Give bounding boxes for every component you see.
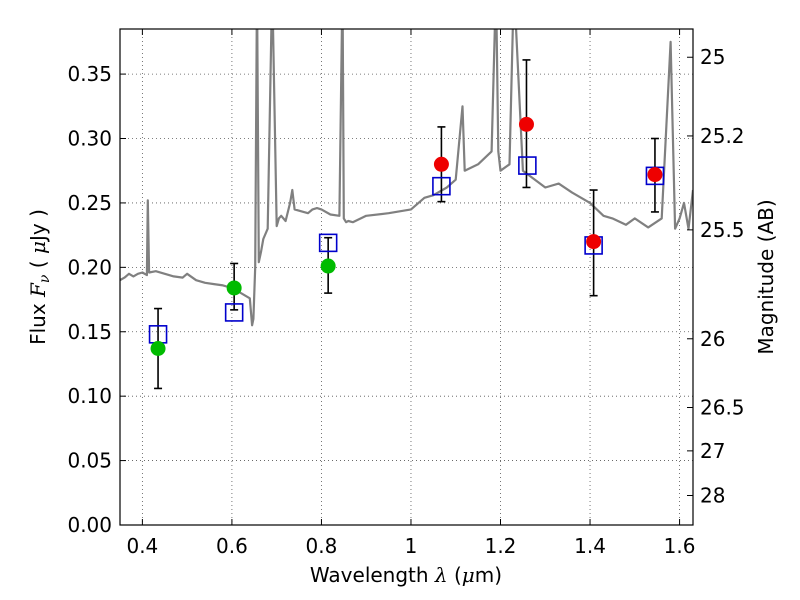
- observed-red-point: [586, 234, 602, 250]
- model-squares: [148, 156, 665, 344]
- plot-frame: [119, 28, 694, 526]
- axis-ticks: 0.4 0.6 0.8 1 1.2 1.4 1.6 0.00 0.05 0.10 0.15 0.20 0…: [67, 29, 745, 558]
- template-spectrum-line: [120, 29, 693, 327]
- y-axis-label: Flux Fν ( μJy ): [26, 209, 53, 345]
- model-synthetic-square: [318, 233, 338, 253]
- y2-tick-label: 25.5: [700, 218, 745, 242]
- y-tick-label: 0.30: [67, 127, 112, 151]
- model-synthetic-square: [432, 176, 451, 196]
- y-tick-label: 0.05: [67, 449, 112, 473]
- y2-axis-label: Magnitude (AB): [754, 199, 778, 354]
- observed-dots: [150, 116, 663, 357]
- x-tick-label: 0.4: [126, 534, 158, 558]
- model-synthetic-square: [518, 156, 537, 175]
- y2-tick-label: 27: [700, 439, 725, 463]
- y-tick-label: 0.25: [67, 191, 112, 215]
- observed-green-point: [150, 341, 166, 357]
- x-axis-label: Wavelength λ (μm): [310, 563, 502, 587]
- y2-tick-label: 28: [700, 483, 725, 507]
- x-tick-label: 0.6: [216, 534, 248, 558]
- observed-green-point: [226, 280, 242, 296]
- x-tick-label: 1.6: [664, 534, 696, 558]
- error-bars: [154, 59, 659, 390]
- y-tick-label: 0.15: [67, 320, 112, 344]
- x-tick-label: 1.4: [574, 534, 606, 558]
- y2-tick-label: 26: [700, 327, 725, 351]
- observed-red-point: [433, 156, 449, 172]
- y2-tick-label: 26.5: [700, 396, 745, 420]
- template-spectrum-line: [120, 29, 693, 327]
- y-tick-label: 0.00: [67, 513, 112, 537]
- x-tick-label: 1: [405, 534, 418, 558]
- y-tick-label: 0.35: [67, 62, 112, 86]
- model-synthetic-square: [224, 303, 244, 322]
- x-tick-label: 1.2: [485, 534, 517, 558]
- y2-tick-label: 25.2: [700, 124, 745, 148]
- y2-tick-label: 25: [700, 45, 725, 69]
- y-tick-label: 0.20: [67, 255, 112, 279]
- grid-lines: [120, 29, 693, 526]
- observed-red-point: [518, 116, 534, 132]
- observed-green-point: [320, 258, 336, 274]
- y-tick-label: 0.10: [67, 384, 112, 408]
- observed-red-point: [647, 167, 663, 183]
- x-tick-label: 0.8: [306, 534, 338, 558]
